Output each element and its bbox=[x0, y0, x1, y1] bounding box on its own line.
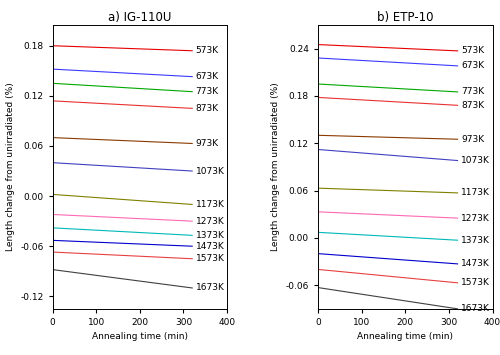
Text: 1673K: 1673K bbox=[196, 284, 224, 293]
Text: 573K: 573K bbox=[461, 47, 484, 55]
X-axis label: Annealing time (min): Annealing time (min) bbox=[357, 332, 453, 342]
Text: 1573K: 1573K bbox=[196, 254, 224, 263]
Title: a) IG-110U: a) IG-110U bbox=[108, 11, 172, 24]
Text: 873K: 873K bbox=[196, 104, 219, 113]
Text: 673K: 673K bbox=[196, 72, 219, 81]
Text: 773K: 773K bbox=[196, 87, 219, 96]
Text: 573K: 573K bbox=[196, 46, 219, 55]
Text: 873K: 873K bbox=[461, 101, 484, 110]
Text: 1173K: 1173K bbox=[461, 189, 490, 197]
Text: 1573K: 1573K bbox=[461, 278, 490, 287]
Text: 1273K: 1273K bbox=[461, 214, 490, 223]
Text: 1473K: 1473K bbox=[461, 260, 490, 268]
Text: 1073K: 1073K bbox=[461, 156, 490, 165]
Text: 1273K: 1273K bbox=[196, 217, 224, 226]
Text: 973K: 973K bbox=[196, 139, 219, 148]
Text: 673K: 673K bbox=[461, 61, 484, 70]
Text: 1173K: 1173K bbox=[196, 200, 224, 209]
Text: 1373K: 1373K bbox=[196, 231, 224, 240]
Text: 973K: 973K bbox=[461, 135, 484, 144]
X-axis label: Annealing time (min): Annealing time (min) bbox=[92, 332, 188, 342]
Text: 773K: 773K bbox=[461, 87, 484, 97]
Text: 1473K: 1473K bbox=[196, 242, 224, 251]
Y-axis label: Length change from unirradiated (%): Length change from unirradiated (%) bbox=[6, 82, 15, 251]
Title: b) ETP-10: b) ETP-10 bbox=[377, 11, 434, 24]
Text: 1373K: 1373K bbox=[461, 236, 490, 245]
Text: 1673K: 1673K bbox=[461, 304, 490, 313]
Text: 1073K: 1073K bbox=[196, 166, 224, 175]
Y-axis label: Length change from unirradiated (%): Length change from unirradiated (%) bbox=[271, 82, 280, 251]
